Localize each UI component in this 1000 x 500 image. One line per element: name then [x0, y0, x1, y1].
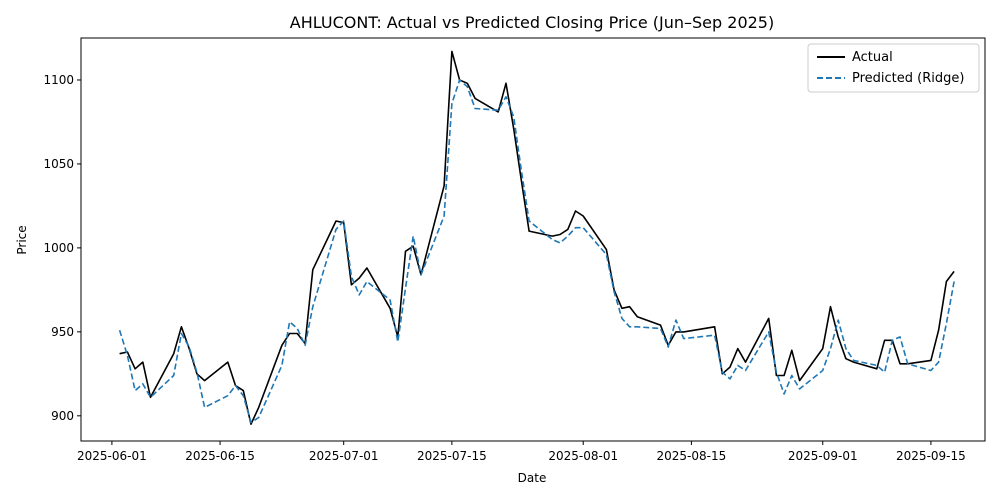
y-tick-label: 1100 [43, 73, 74, 87]
x-tick-label: 2025-06-15 [185, 449, 255, 463]
x-axis-label: Date [518, 471, 547, 485]
x-tick-label: 2025-09-01 [788, 449, 858, 463]
x-tick-label: 2025-06-01 [77, 449, 147, 463]
legend-box [807, 43, 980, 93]
y-tick-label: 1000 [43, 241, 74, 255]
x-tick-label: 2025-08-01 [548, 449, 618, 463]
y-axis: 900 950 1000 1050 1100 [43, 73, 81, 423]
chart-title: AHLUCONT: Actual vs Predicted Closing Pr… [290, 13, 774, 32]
x-tick-label: 2025-09-15 [896, 449, 966, 463]
legend-label-actual: Actual [852, 50, 893, 65]
plot-frame [80, 37, 986, 442]
y-tick-label: 950 [51, 325, 74, 339]
x-tick-label: 2025-08-15 [657, 449, 727, 463]
x-tick-label: 2025-07-01 [309, 449, 379, 463]
legend-label-predicted: Predicted (Ridge) [852, 71, 964, 86]
y-tick-label: 900 [51, 409, 74, 423]
y-axis-label: Price [15, 225, 29, 254]
series-line-predicted [118, 79, 955, 424]
x-tick-label: 2025-07-15 [417, 449, 487, 463]
x-axis: 2025-06-01 2025-06-15 2025-07-01 2025-07-15… [77, 441, 966, 463]
legend: Actual Predicted (Ridge) [807, 43, 980, 93]
y-tick-label: 1050 [43, 157, 74, 171]
series-layer [118, 50, 955, 426]
